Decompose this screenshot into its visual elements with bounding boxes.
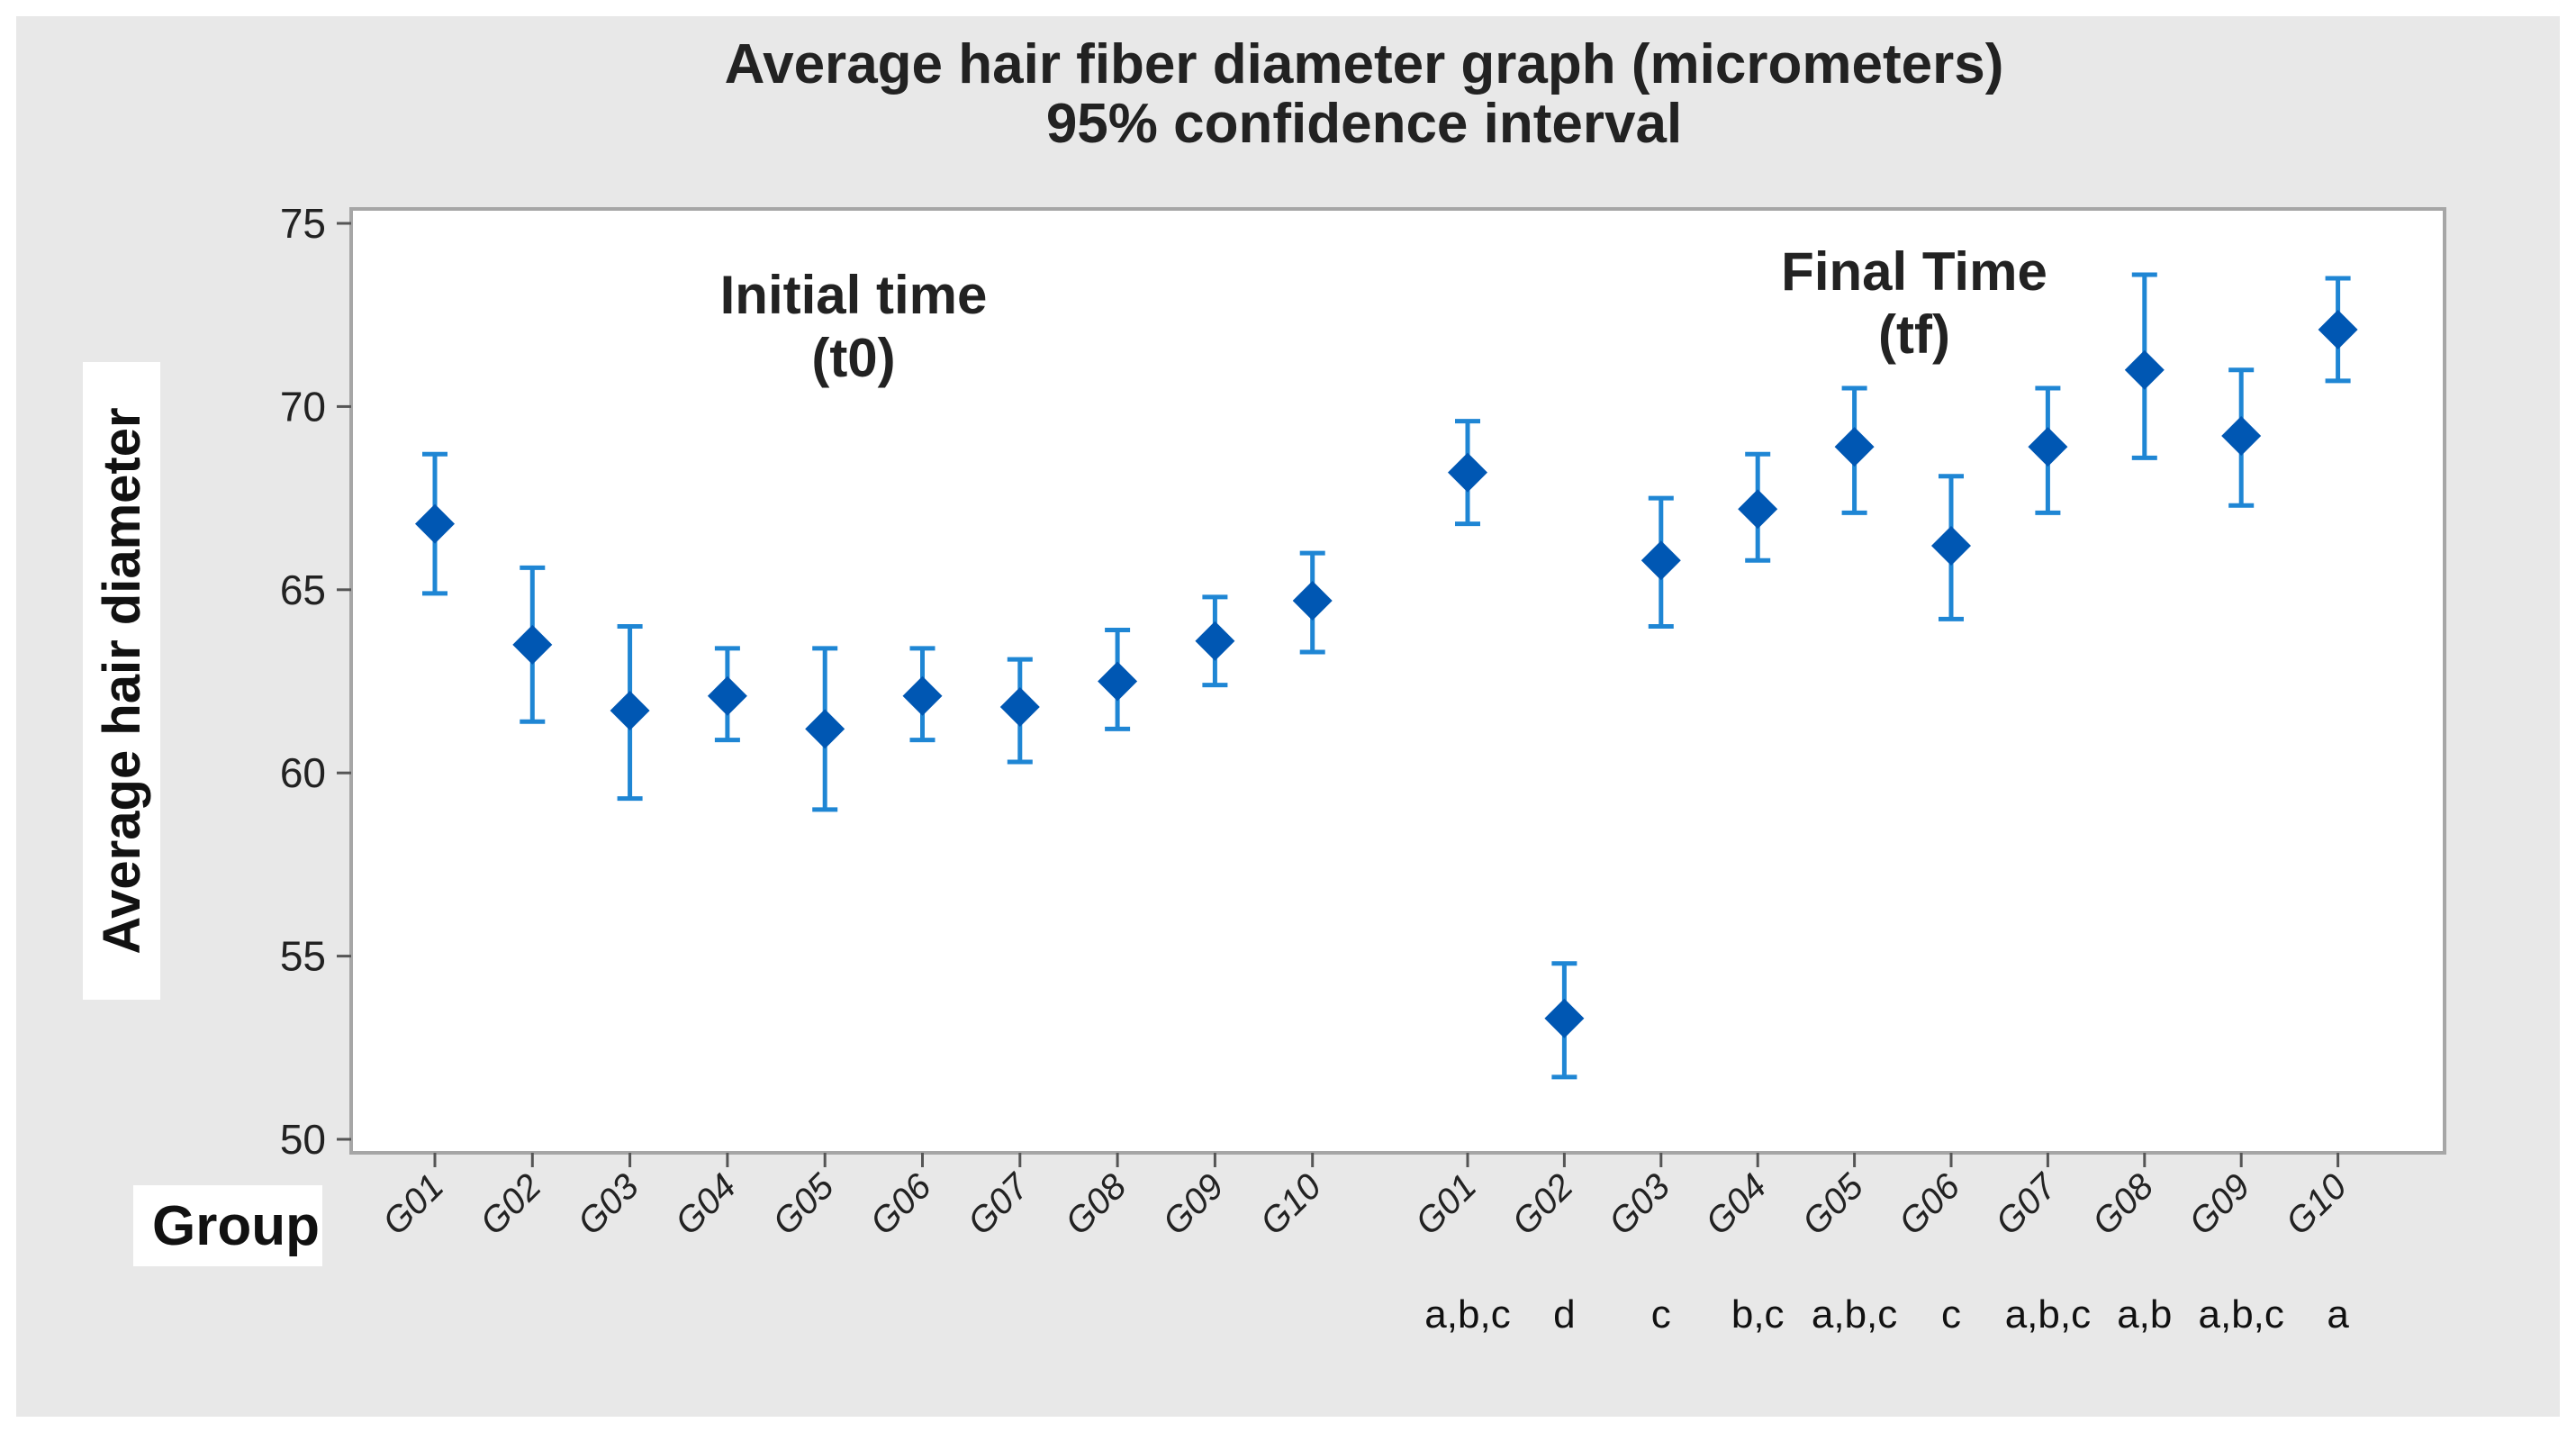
mean-marker bbox=[2318, 309, 2358, 349]
significance-letter: c bbox=[1941, 1292, 1961, 1337]
final-time-label: Final Time bbox=[1781, 241, 2047, 302]
significance-letter: a,b,c bbox=[1424, 1292, 1510, 1337]
mean-marker bbox=[1195, 621, 1235, 661]
mean-marker bbox=[902, 675, 943, 716]
mean-marker bbox=[2028, 427, 2068, 467]
y-tick-label: 70 bbox=[280, 383, 326, 430]
significance-letter: a,b,c bbox=[1812, 1292, 1897, 1337]
y-axis: 50 55 60 65 70 75 bbox=[280, 200, 351, 1163]
mean-marker bbox=[1931, 525, 1971, 566]
y-tick-label: 55 bbox=[280, 933, 326, 980]
mean-marker bbox=[1641, 540, 1681, 581]
mean-marker bbox=[1098, 661, 1138, 702]
initial-time-label: Initial time bbox=[720, 265, 988, 325]
mean-marker bbox=[415, 503, 455, 544]
mean-marker bbox=[1448, 452, 1487, 493]
mean-marker bbox=[707, 675, 747, 716]
y-tick-label: 60 bbox=[280, 749, 326, 796]
mean-marker bbox=[2124, 349, 2165, 390]
x-axis-label-box bbox=[133, 1185, 322, 1266]
significance-letter: a bbox=[2327, 1292, 2349, 1337]
final-time-sublabel: (tf) bbox=[1878, 304, 1950, 365]
significance-letter: a,b,c bbox=[2199, 1292, 2284, 1337]
mean-marker bbox=[1544, 998, 1585, 1038]
chart-title: Average hair fiber diameter graph (micro… bbox=[725, 33, 2004, 95]
significance-letters: a,b,c d c b,c a,b,c c a,b,c a,b a,b,c a bbox=[1424, 1292, 2349, 1337]
y-tick-label: 65 bbox=[280, 566, 326, 613]
mean-marker bbox=[999, 686, 1040, 727]
significance-letter: d bbox=[1553, 1292, 1575, 1337]
chart-subtitle: 95% confidence interval bbox=[1046, 93, 1682, 155]
y-tick-label: 50 bbox=[280, 1116, 326, 1163]
significance-letter: c bbox=[1651, 1292, 1671, 1337]
mean-marker bbox=[1738, 489, 1778, 530]
mean-marker bbox=[2221, 415, 2262, 456]
mean-marker bbox=[1292, 581, 1333, 621]
y-axis-label-box bbox=[83, 362, 160, 1000]
significance-letter: a,b,c bbox=[2005, 1292, 2091, 1337]
mean-marker bbox=[512, 624, 553, 665]
significance-letter: a,b bbox=[2117, 1292, 2172, 1337]
mean-marker bbox=[805, 709, 845, 749]
significance-letter: b,c bbox=[1731, 1292, 1785, 1337]
plot-area bbox=[349, 207, 2446, 1155]
x-axis-label: Group bbox=[152, 1195, 320, 1257]
mean-marker bbox=[610, 691, 650, 731]
y-tick-label: 75 bbox=[280, 200, 326, 247]
data-marks bbox=[415, 272, 2358, 1080]
initial-time-sublabel: (t0) bbox=[811, 328, 895, 388]
mean-marker bbox=[1834, 427, 1875, 467]
y-axis-label: Average hair diameter bbox=[93, 407, 151, 954]
